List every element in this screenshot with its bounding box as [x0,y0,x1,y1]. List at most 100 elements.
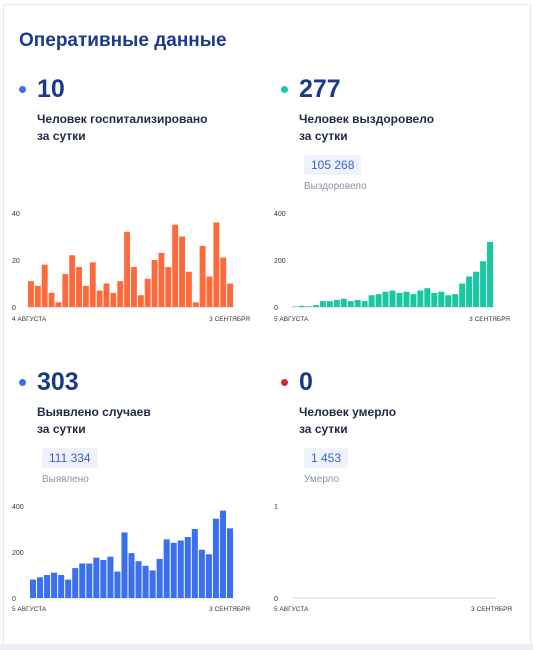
bar [28,281,34,307]
bar [326,301,333,308]
bar [445,295,452,307]
bottom-scroll-strip [0,644,533,650]
bar [438,291,445,307]
bar [65,579,72,598]
hospitalized-value: 10 [37,75,65,103]
deaths-total-label: Умерло [304,474,340,485]
y-tick-label: 200 [12,550,24,557]
cases-desc: Выявлено случаев за сутки [37,404,257,438]
bar [199,245,206,307]
bar [37,577,44,598]
x-start-label: 5 АВГУСТА [12,606,47,613]
y-tick-label: 0 [274,305,278,312]
recovered-desc: Человек выздоровело за сутки [299,111,519,145]
x-start-label: 5 АВГУСТА [274,606,309,613]
bar [69,255,76,307]
bar [473,271,480,307]
page-title: Оперативные данные [19,30,227,51]
bar [227,283,234,307]
bar [137,295,144,307]
bar [319,301,326,308]
hospitalized-chart: 0 20 40 4 АВГУСТА 3 СЕНТЯБРЯ [12,211,250,323]
bar [410,294,417,307]
bar [220,257,227,307]
cases-chart: 0 200 400 5 АВГУСТА 3 СЕНТЯБРЯ [12,504,250,613]
bar [135,561,142,598]
deaths-chart: 0 1 5 АВГУСТА 3 СЕНТЯБРЯ [274,504,512,613]
recovered-desc-line2: за сутки [299,129,348,143]
recovered-total: 105 268 [304,155,362,175]
recovered-value: 277 [299,75,341,103]
red-dot-icon [281,379,288,386]
bar [110,292,117,307]
y-tick-label: 400 [12,504,24,511]
bar [431,292,438,307]
bar [96,290,103,307]
y-tick-label: 0 [12,305,16,312]
bar [466,276,473,307]
bar [424,288,431,307]
bar [382,291,389,307]
hospitalized-desc: Человек госпитализировано за сутки [37,111,257,145]
bar [107,556,114,598]
bar [312,305,319,307]
bar [172,224,179,307]
cases-total: 111 334 [42,448,98,468]
bar [72,568,79,598]
hospitalized-desc-line1: Человек госпитализировано [37,112,208,126]
bar [151,260,158,307]
deaths-value: 0 [299,368,313,396]
x-end-label: 3 СЕНТЯБРЯ [209,606,250,613]
bar [156,558,163,598]
bar [340,298,347,307]
bar [55,302,62,307]
bar [82,285,89,307]
x-start-label: 5 АВГУСТА [274,316,309,323]
deaths-total: 1 453 [304,448,349,468]
bar [128,553,135,598]
deaths-desc-line1: Человек умерло [299,405,397,419]
deaths-desc-line2: за сутки [299,422,348,436]
bar [121,532,128,598]
bar [212,518,219,598]
bar [480,261,487,307]
bar [205,554,212,598]
y-tick-label: 20 [12,258,20,265]
bar [375,294,382,307]
y-tick-label: 0 [274,596,278,603]
y-tick-label: 0 [12,596,16,603]
deaths-desc: Человек умерло за сутки [299,404,519,438]
dashboard-frame [3,4,531,646]
bar [131,267,137,307]
bar [192,302,199,307]
bar [124,231,131,307]
bar [333,299,340,307]
bar [34,285,41,307]
recovered-desc-line1: Человек выздоровело [299,112,435,126]
bar [103,283,110,307]
y-tick-label: 200 [274,258,286,265]
bar [185,271,192,307]
bar [459,283,466,307]
bar [117,281,124,307]
bar [347,301,354,308]
bar [114,571,121,598]
cases-desc-line2: за сутки [37,422,86,436]
bar [177,540,184,598]
x-start-label: 4 АВГУСТА [12,316,47,323]
bar [184,537,191,598]
bar [191,529,198,598]
cases-desc-line1: Выявлено случаев [37,405,151,419]
bar [163,539,170,598]
bar [41,264,48,307]
bar [368,295,375,307]
bar [179,236,185,307]
x-end-label: 3 СЕНТЯБРЯ [471,606,512,613]
bar [213,222,220,307]
bar [417,290,424,307]
bar [79,563,86,598]
bar [86,563,93,598]
bar [76,267,82,307]
bar [198,549,205,598]
bar [144,278,151,307]
